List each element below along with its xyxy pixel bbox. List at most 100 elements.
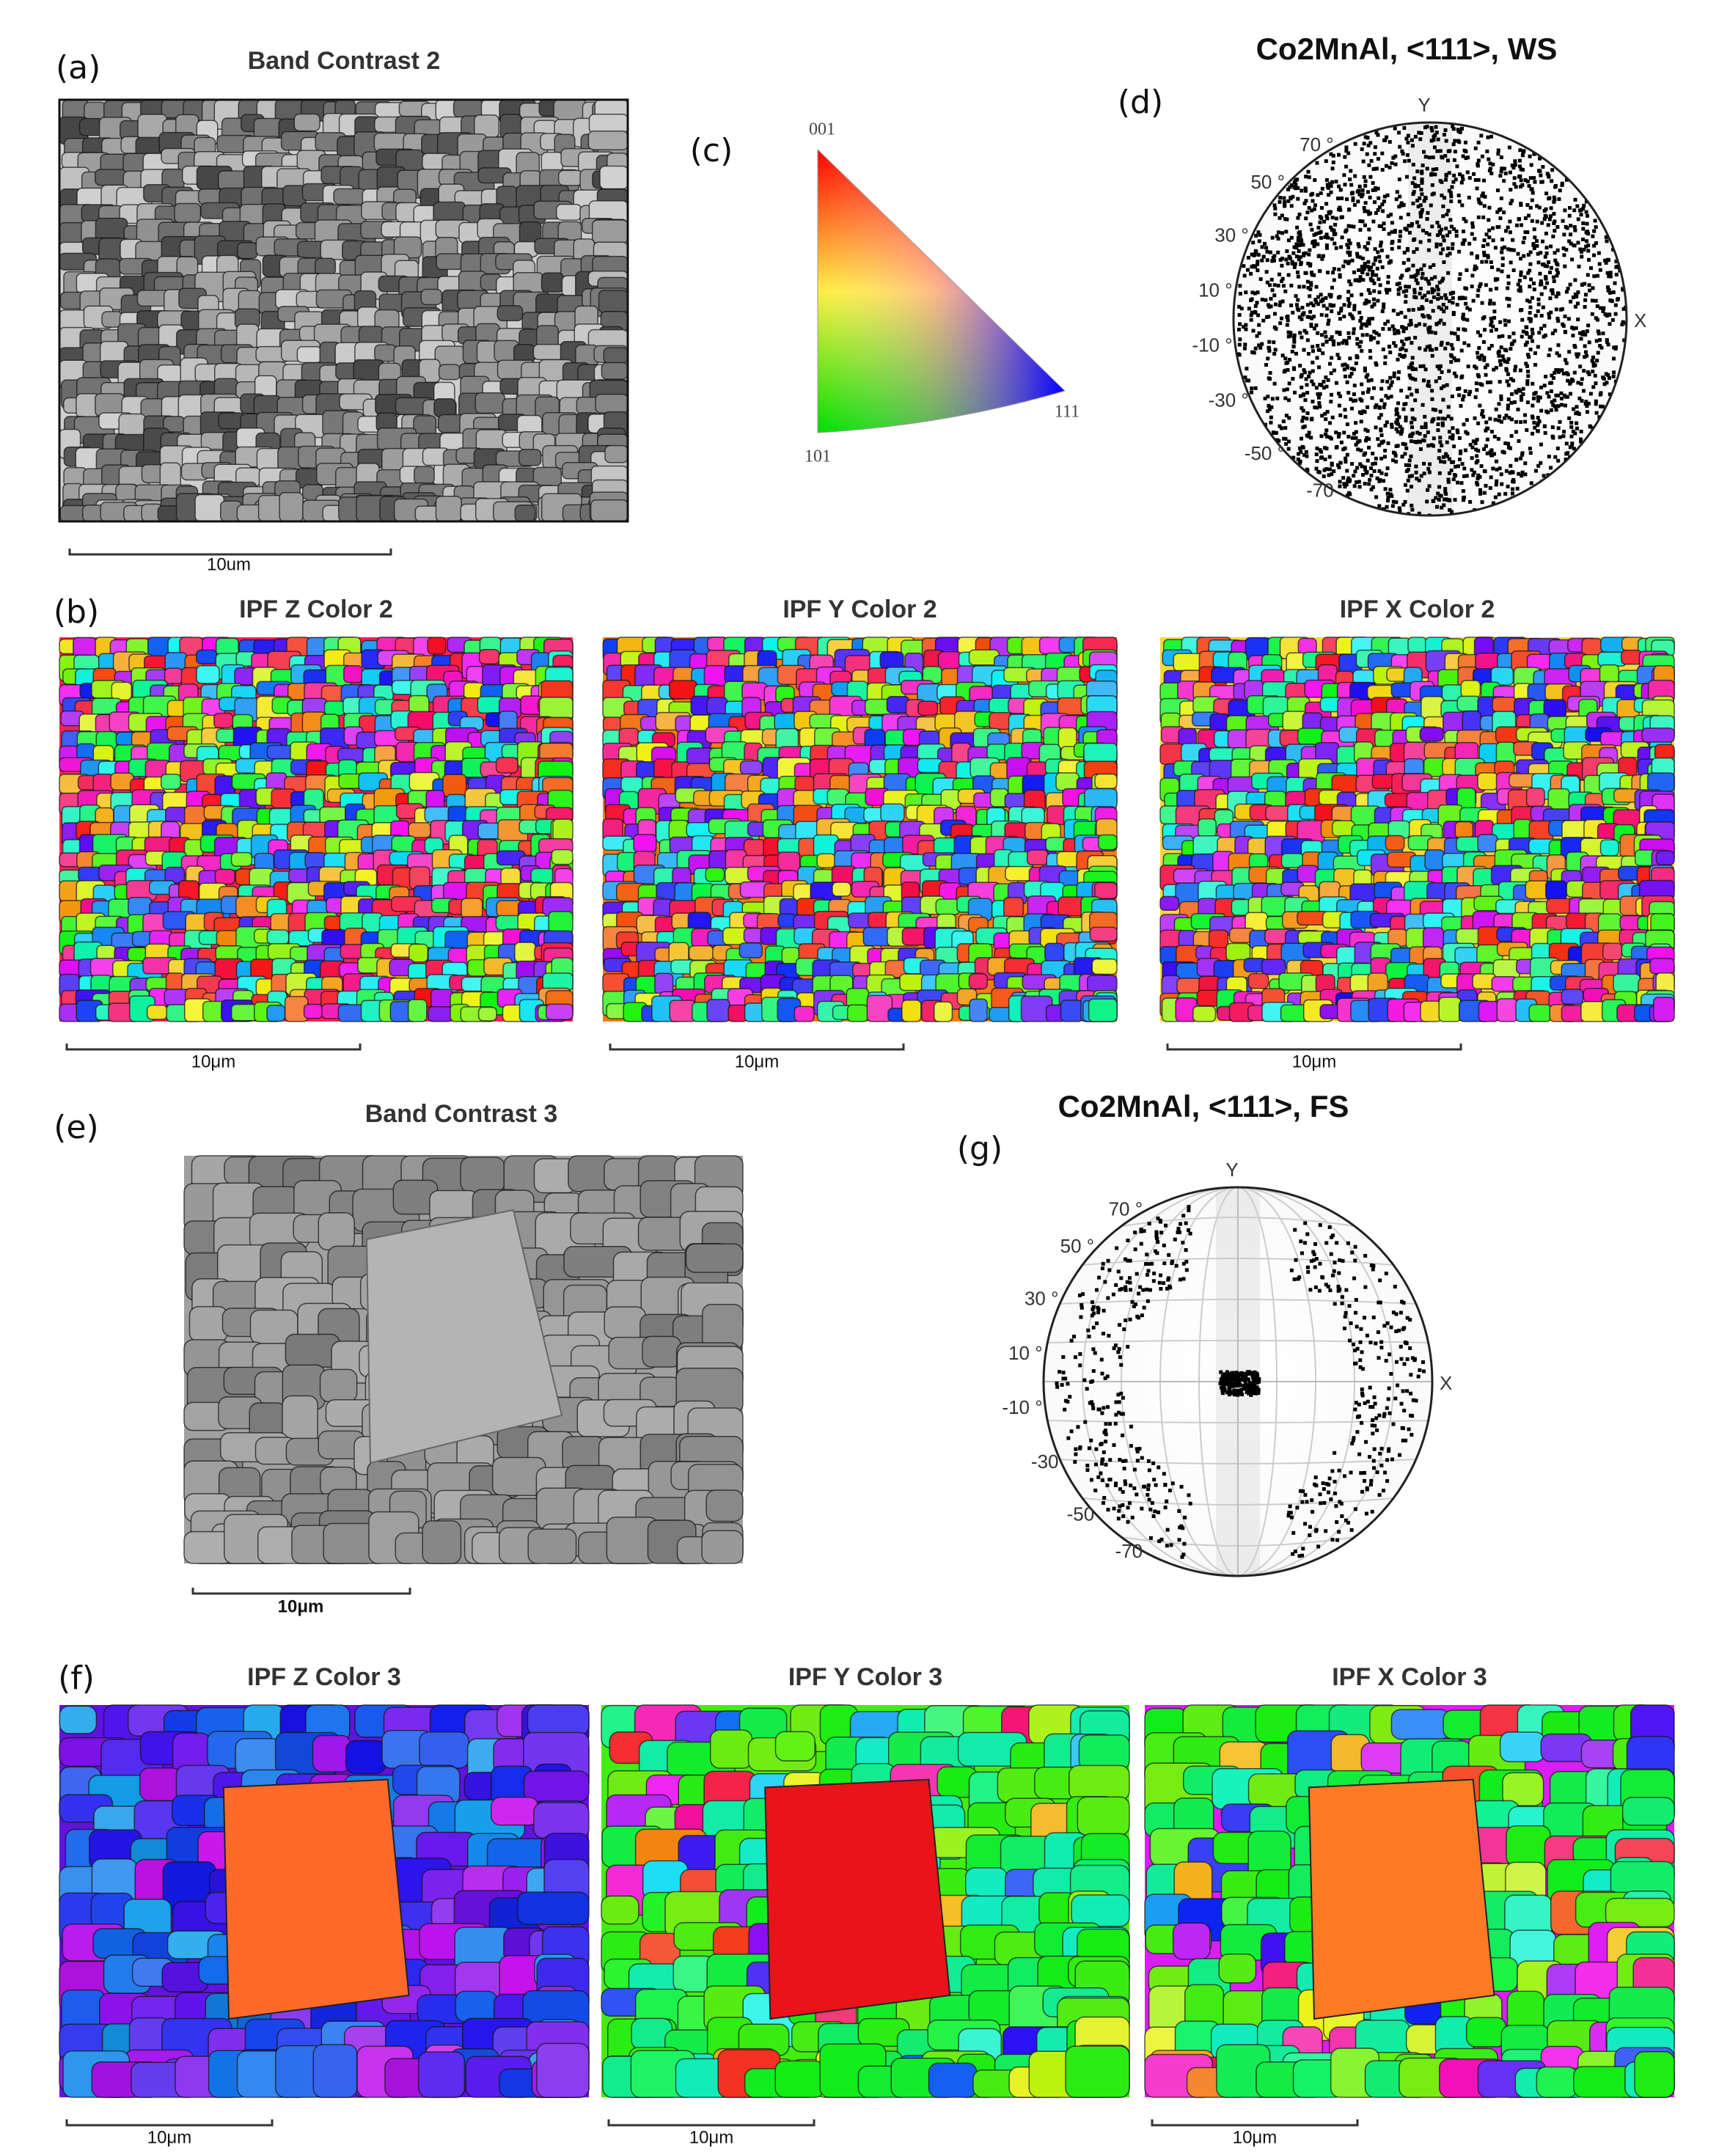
pole-point — [1435, 221, 1440, 225]
pole-point — [1352, 484, 1357, 488]
pole-point — [1368, 141, 1373, 145]
pole-point — [1576, 381, 1580, 385]
pole-point — [1446, 480, 1451, 484]
grain — [374, 344, 397, 362]
pole-point — [1344, 456, 1348, 461]
pole-point — [1253, 291, 1257, 296]
pole-point — [1569, 420, 1574, 425]
pole-point — [1381, 347, 1385, 351]
pole-point — [1429, 203, 1433, 208]
pole-point — [1514, 419, 1518, 424]
pole-point — [1427, 462, 1432, 466]
pole-point — [1520, 452, 1525, 457]
pole-point — [1444, 139, 1448, 143]
pole-point — [1430, 290, 1434, 295]
pole-point — [1537, 205, 1542, 210]
grain — [846, 1004, 869, 1022]
map-title: IPF X Color 2 — [1340, 595, 1495, 623]
pole-point — [1310, 417, 1314, 421]
pole-point — [1324, 243, 1329, 248]
pole-point — [1330, 356, 1334, 360]
pole-point — [1332, 368, 1336, 373]
pole-point — [1544, 409, 1549, 414]
pole-point — [1396, 376, 1401, 381]
pole-point — [1586, 230, 1590, 234]
pole-point — [1321, 351, 1325, 356]
pole-point — [1456, 480, 1460, 485]
pole-point — [1357, 184, 1362, 188]
pole-point — [1454, 359, 1458, 363]
panel-label: (b) — [54, 593, 99, 631]
pole-point — [1427, 484, 1432, 488]
pole-point — [1482, 491, 1487, 495]
pole-point — [1506, 274, 1511, 279]
pole-point — [1433, 275, 1437, 279]
pole-point — [1576, 241, 1580, 245]
pole-point — [1420, 276, 1424, 280]
pole-point — [1509, 433, 1514, 438]
pole-point — [1244, 290, 1248, 295]
pole-point — [1529, 277, 1533, 282]
pole-point — [1482, 447, 1487, 451]
pole-point — [1337, 184, 1341, 188]
grain — [738, 942, 763, 958]
pole-point — [1278, 303, 1282, 307]
pole-point — [1482, 253, 1487, 257]
pole-point — [1380, 168, 1385, 172]
pole-point — [1304, 377, 1308, 381]
pole-point — [1549, 265, 1553, 270]
pole-point — [1456, 194, 1461, 198]
pole-point — [1410, 144, 1415, 148]
pole-point — [1358, 255, 1363, 260]
pole-point — [1325, 307, 1330, 311]
pole-point — [1537, 169, 1542, 173]
pole-point — [1311, 240, 1316, 244]
pole-point — [1390, 240, 1395, 244]
pole-point — [1503, 323, 1508, 327]
grain — [935, 898, 961, 915]
grain — [601, 362, 628, 380]
pole-point — [1343, 183, 1347, 187]
grain — [514, 505, 536, 522]
pole-point — [1405, 153, 1410, 157]
pole-point — [1282, 436, 1286, 441]
pole-point — [1361, 159, 1366, 164]
pole-point — [1564, 358, 1568, 362]
pole-point — [1613, 312, 1618, 316]
grain — [588, 113, 628, 134]
grain — [196, 649, 218, 664]
pole-point — [1354, 436, 1358, 440]
pole-point — [1553, 185, 1558, 189]
pole-point — [1363, 179, 1368, 183]
pole-point — [1410, 367, 1415, 372]
pole-point — [1407, 463, 1412, 467]
pole-point — [1523, 419, 1528, 424]
pole-point — [1359, 326, 1363, 330]
pole-point — [1489, 287, 1493, 292]
pole-point — [1605, 239, 1609, 243]
pole-point — [1323, 330, 1327, 334]
pole-point — [1395, 407, 1399, 411]
pole-point — [1360, 322, 1364, 326]
pole-point — [1344, 460, 1348, 464]
grain — [442, 774, 467, 798]
pole-point — [1458, 458, 1462, 462]
pole-point — [1431, 155, 1435, 160]
pole-point — [1591, 286, 1595, 290]
pole-point — [1477, 374, 1481, 378]
pole-point — [1421, 164, 1425, 168]
pole-point — [1431, 418, 1435, 422]
pole-point — [1533, 469, 1538, 473]
pole-point — [1464, 301, 1468, 306]
pole-point — [1308, 294, 1312, 298]
pole-point — [1413, 134, 1418, 139]
pole-point — [1496, 152, 1500, 156]
pole-point — [1386, 280, 1390, 285]
pole-point — [1428, 265, 1432, 269]
pole-point — [1396, 287, 1401, 292]
angle-label: -10 ° — [1192, 334, 1232, 356]
pole-point — [1511, 238, 1515, 242]
grain — [545, 1003, 573, 1021]
pole-point — [1397, 245, 1401, 249]
pole-point — [1415, 247, 1419, 252]
